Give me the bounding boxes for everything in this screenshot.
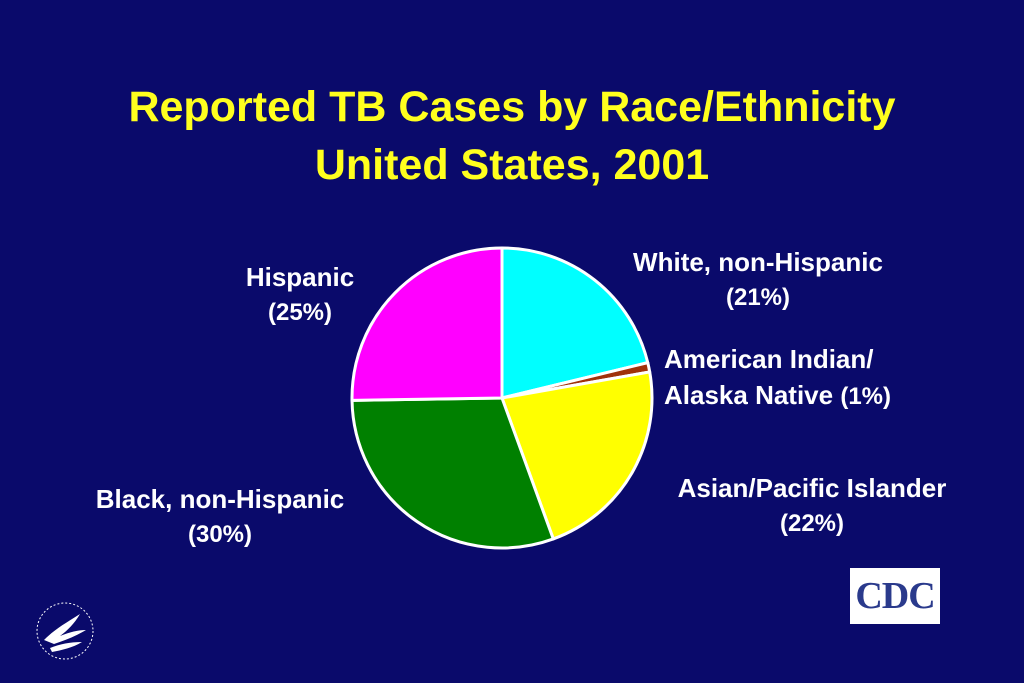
label-aian-name-2: Alaska Native	[664, 380, 834, 410]
chart-title: Reported TB Cases by Race/Ethnicity Unit…	[0, 78, 1024, 194]
pie-slice-black-non-hispanic	[350, 396, 555, 550]
hhs-seal-logo	[36, 602, 94, 660]
label-asian-pct: (22%)	[779, 510, 845, 537]
label-asian-name: Asian/Pacific Islander	[677, 473, 947, 503]
label-white-pct: (21%)	[725, 284, 791, 311]
pie-chart	[350, 246, 654, 550]
label-asian-pacific-islander: Asian/Pacific Islander (22%)	[636, 470, 988, 542]
pie-slice-white-non-hispanic	[500, 246, 650, 400]
label-black-name: Black, non-Hispanic	[95, 484, 345, 514]
label-aian-name-1: American Indian/	[664, 344, 874, 374]
label-aian-pct: (1%)	[840, 383, 892, 410]
pie-slice-hispanic	[350, 246, 504, 402]
label-black-pct: (30%)	[187, 521, 253, 548]
label-hispanic-name: Hispanic	[245, 262, 355, 292]
label-hispanic-pct: (25%)	[267, 299, 333, 326]
cdc-logo-text: CDC	[855, 575, 935, 617]
label-white-name: White, non-Hispanic	[633, 247, 883, 277]
label-hispanic: Hispanic (25%)	[220, 259, 380, 331]
label-white-non-hispanic: White, non-Hispanic (21%)	[598, 244, 918, 316]
title-line-1: Reported TB Cases by Race/Ethnicity	[128, 83, 896, 131]
label-american-indian-alaska-native: American Indian/ Alaska Native (1%)	[664, 341, 891, 415]
title-line-2: United States, 2001	[314, 141, 710, 189]
cdc-logo: CDC	[850, 568, 940, 624]
label-black-non-hispanic: Black, non-Hispanic (30%)	[55, 481, 385, 553]
